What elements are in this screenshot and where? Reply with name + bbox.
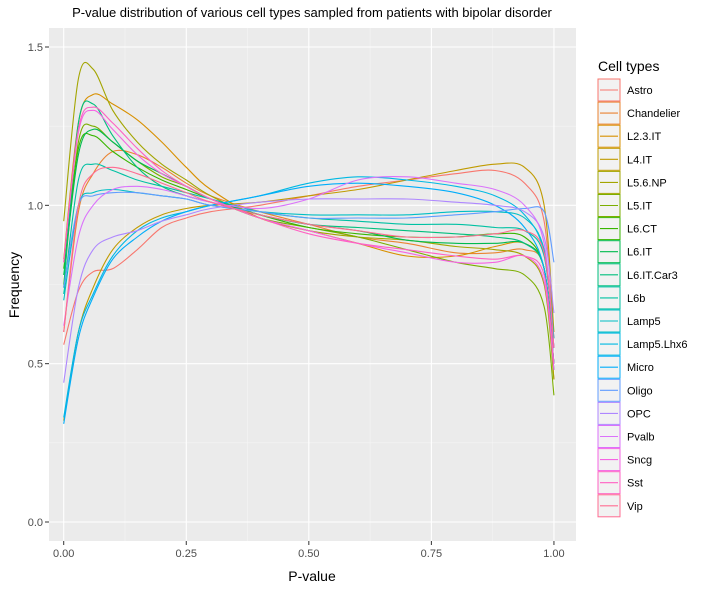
x-tick-label: 1.00 [543, 548, 564, 560]
series-line-astro [63, 169, 555, 345]
legend-label: L6.IT.Car3 [627, 270, 678, 282]
legend-label: L5.IT [627, 201, 652, 213]
legend-item: L6.IT.Car3 [597, 263, 678, 287]
legend-label: OPC [627, 408, 651, 420]
legend-item: Sst [597, 471, 643, 495]
legend-item: Vip [597, 494, 643, 518]
legend-item: Sncg [597, 448, 652, 472]
legend-item: Pvalb [597, 425, 655, 448]
x-tick-label: 0.50 [298, 548, 319, 560]
y-tick-label: 1.5 [28, 42, 43, 54]
legend-item: L5.6.NP [597, 170, 667, 194]
legend-item: L4.IT [597, 147, 652, 171]
legend-label: Sncg [627, 455, 652, 467]
y-tick-label: 0.0 [28, 517, 43, 529]
legend-item: Lamp5 [597, 309, 661, 333]
x-tick-label: 0.75 [421, 548, 442, 560]
series-lines [63, 61, 555, 424]
y-axis-title: Frequency [6, 252, 22, 318]
legend-label: L6b [627, 293, 645, 305]
x-axis-title: P-value [288, 568, 336, 584]
x-tick-label: 0.00 [53, 548, 74, 560]
series-line-oligo [63, 191, 555, 288]
legend-item: L2.3.IT [597, 124, 662, 148]
legend-label: Astro [627, 85, 653, 97]
series-line-opc [63, 198, 555, 383]
x-axis-ticks: 0.00 0.25 0.50 0.75 1.00 [53, 541, 565, 560]
chart-title: P-value distribution of various cell typ… [72, 5, 552, 20]
legend-label: Chandelier [627, 108, 681, 120]
legend-label: Oligo [627, 385, 653, 397]
legend-label: L5.6.NP [627, 177, 667, 189]
series-line-micro [63, 182, 555, 424]
legend-item: L6.CT [597, 217, 657, 241]
y-tick-label: 1.0 [28, 200, 43, 212]
legend-item: Lamp5.Lhx6 [597, 332, 688, 356]
legend-item: Oligo [597, 378, 653, 402]
legend-item: L6b [597, 286, 645, 310]
legend-item: L6.IT [597, 240, 652, 264]
legend-label: Pvalb [627, 432, 655, 444]
legend-item: Micro [597, 355, 654, 379]
y-axis-ticks: 0.0 0.5 1.0 1.5 [28, 42, 49, 529]
legend-label: Micro [627, 362, 654, 374]
legend-item: Astro [597, 78, 653, 102]
legend-label: L6.CT [627, 224, 657, 236]
series-line-pvalb [63, 176, 555, 348]
minor-gridlines [49, 28, 576, 541]
legend-item: OPC [597, 401, 651, 425]
legend-label: Lamp5 [627, 316, 661, 328]
legend: Cell types Astro Chandelier L2.3.IT L4.IT L5… [597, 58, 688, 518]
legend-item: Chandelier [597, 101, 681, 125]
legend-label: L4.IT [627, 154, 652, 166]
series-line-sst [63, 106, 555, 364]
legend-label: Sst [627, 478, 643, 490]
y-tick-label: 0.5 [28, 359, 43, 371]
series-line-vip [63, 166, 555, 348]
major-gridlines [49, 28, 576, 541]
legend-label: Lamp5.Lhx6 [627, 339, 688, 351]
legend-label: L6.IT [627, 247, 652, 259]
legend-label: Vip [627, 501, 643, 513]
legend-title: Cell types [598, 58, 659, 74]
legend-label: L2.3.IT [627, 131, 662, 143]
x-tick-label: 0.25 [176, 548, 197, 560]
legend-item: L5.IT [597, 194, 652, 217]
